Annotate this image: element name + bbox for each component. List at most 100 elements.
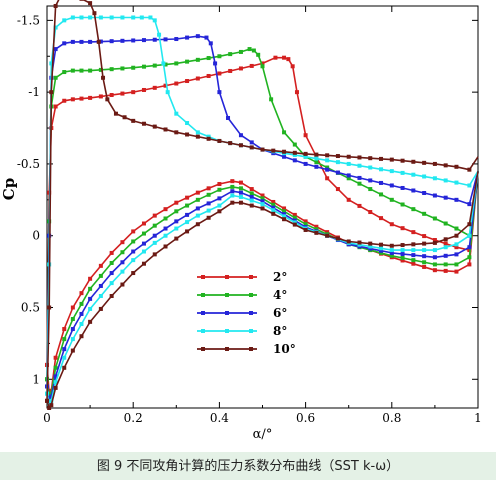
- data-point: [260, 147, 265, 152]
- data-point: [163, 233, 168, 238]
- x-axis-title: α/°: [253, 427, 273, 442]
- data-point: [238, 143, 243, 148]
- data-point: [314, 164, 319, 169]
- data-point: [228, 141, 233, 146]
- data-point: [49, 403, 54, 408]
- data-point: [422, 234, 427, 239]
- data-point: [225, 329, 229, 333]
- data-point: [346, 173, 351, 178]
- data-point: [303, 151, 308, 156]
- data-point: [292, 150, 297, 155]
- data-point: [88, 95, 93, 100]
- data-point: [286, 57, 291, 62]
- data-point: [379, 216, 384, 221]
- data-point: [131, 65, 136, 70]
- data-point: [238, 133, 243, 138]
- data-point: [206, 186, 211, 191]
- data-point: [88, 296, 93, 301]
- data-point: [389, 157, 394, 162]
- data-point: [230, 189, 235, 194]
- x-tick-label: 0.2: [124, 411, 143, 425]
- data-point: [230, 184, 235, 189]
- data-point: [141, 241, 146, 246]
- data-point: [454, 226, 459, 231]
- data-point: [422, 264, 427, 269]
- data-point: [432, 262, 437, 267]
- data-point: [141, 87, 146, 92]
- data-point: [238, 180, 243, 185]
- data-point: [249, 140, 254, 145]
- data-point: [422, 191, 427, 196]
- data-point: [195, 197, 200, 202]
- data-point: [400, 248, 405, 253]
- data-point: [109, 260, 114, 265]
- data-point: [53, 385, 58, 390]
- data-point: [152, 85, 157, 90]
- data-point: [400, 202, 405, 207]
- series-line-upper: [46, 35, 479, 387]
- data-point: [195, 213, 200, 218]
- data-point: [400, 226, 405, 231]
- data-point: [290, 64, 295, 69]
- data-point: [249, 187, 254, 192]
- data-point: [357, 240, 362, 245]
- data-point: [432, 255, 437, 260]
- data-point: [101, 75, 106, 80]
- data-point: [206, 73, 211, 78]
- data-point: [120, 38, 125, 43]
- data-point: [454, 164, 459, 169]
- y-axis-title: Cp: [0, 178, 18, 200]
- data-point: [185, 195, 190, 200]
- data-point: [88, 15, 93, 20]
- data-point: [53, 365, 58, 370]
- data-point: [335, 160, 340, 165]
- data-point: [152, 223, 157, 228]
- data-point: [120, 91, 125, 96]
- data-point: [282, 130, 287, 135]
- data-point: [247, 47, 252, 52]
- data-point: [260, 202, 265, 207]
- data-point: [98, 263, 103, 268]
- data-point: [230, 193, 235, 198]
- data-point: [379, 250, 384, 255]
- data-point: [96, 39, 101, 44]
- data-point: [174, 61, 179, 66]
- data-point: [120, 15, 125, 20]
- data-point: [400, 170, 405, 175]
- data-point: [79, 39, 84, 44]
- data-point: [368, 187, 373, 192]
- data-point: [195, 190, 200, 195]
- data-point: [389, 253, 394, 258]
- data-point: [467, 167, 472, 172]
- data-point: [62, 70, 67, 75]
- data-point: [454, 262, 459, 267]
- data-point: [174, 81, 179, 86]
- data-point: [141, 121, 146, 126]
- data-point: [152, 18, 157, 23]
- data-point: [62, 347, 67, 352]
- data-point: [282, 55, 287, 60]
- legend-label: 10°: [273, 342, 296, 356]
- data-point: [357, 181, 362, 186]
- data-point: [238, 66, 243, 71]
- data-point: [294, 90, 299, 95]
- x-tick-label: 0: [43, 411, 51, 425]
- data-point: [432, 248, 437, 253]
- data-point: [379, 180, 384, 185]
- data-point: [422, 254, 427, 259]
- data-point: [185, 79, 190, 84]
- data-point: [379, 192, 384, 197]
- data-point: [303, 161, 308, 166]
- data-point: [152, 240, 157, 245]
- data-point: [411, 253, 416, 258]
- data-point: [98, 15, 103, 20]
- data-point: [357, 175, 362, 180]
- data-point: [185, 121, 190, 126]
- data-point: [185, 132, 190, 137]
- data-point: [208, 41, 213, 46]
- data-point: [109, 39, 114, 44]
- data-point: [443, 237, 448, 242]
- data-point: [467, 233, 472, 238]
- data-point: [303, 154, 308, 159]
- data-point: [389, 183, 394, 188]
